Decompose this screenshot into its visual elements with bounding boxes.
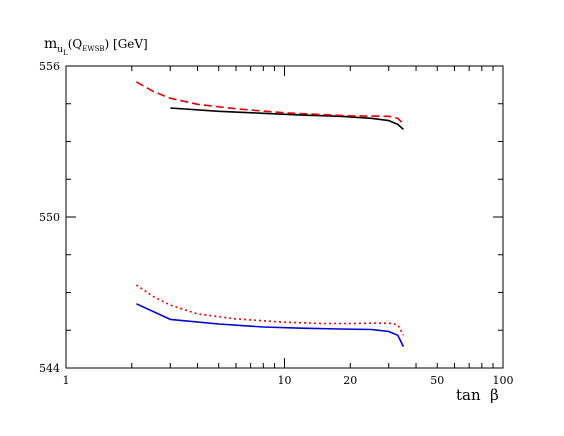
y-tick-label: 544	[39, 362, 60, 375]
x-tick-label: 10	[278, 374, 292, 387]
y-title-paren-sub: EWSB	[82, 45, 104, 53]
y-title-sub: u	[57, 45, 63, 55]
y-tick-label: 556	[39, 60, 60, 73]
y-axis-title: muL(QEWSB) [GeV]	[44, 36, 148, 57]
x-tick-label: 100	[493, 374, 514, 387]
series-line-1	[170, 107, 404, 130]
y-title-subsub: L	[63, 49, 68, 57]
x-tick-label: 50	[430, 374, 444, 387]
x-axis-title: tan β	[456, 386, 499, 404]
tick-labels: 1 10 20 50 100 544 550 556	[39, 60, 514, 387]
y-tick-label: 550	[39, 211, 60, 224]
y-title-paren-close: ) [GeV]	[105, 37, 148, 51]
series-line-4	[135, 284, 405, 336]
x-tick-label: 20	[343, 374, 357, 387]
tick-marks	[65, 65, 504, 369]
y-title-main: m	[44, 36, 57, 52]
x-tick-label: 1	[63, 374, 70, 387]
series-group	[135, 81, 405, 347]
y-title-paren-open: (Q	[68, 37, 83, 51]
series-line-2	[136, 81, 404, 125]
series-line-3	[136, 303, 405, 347]
